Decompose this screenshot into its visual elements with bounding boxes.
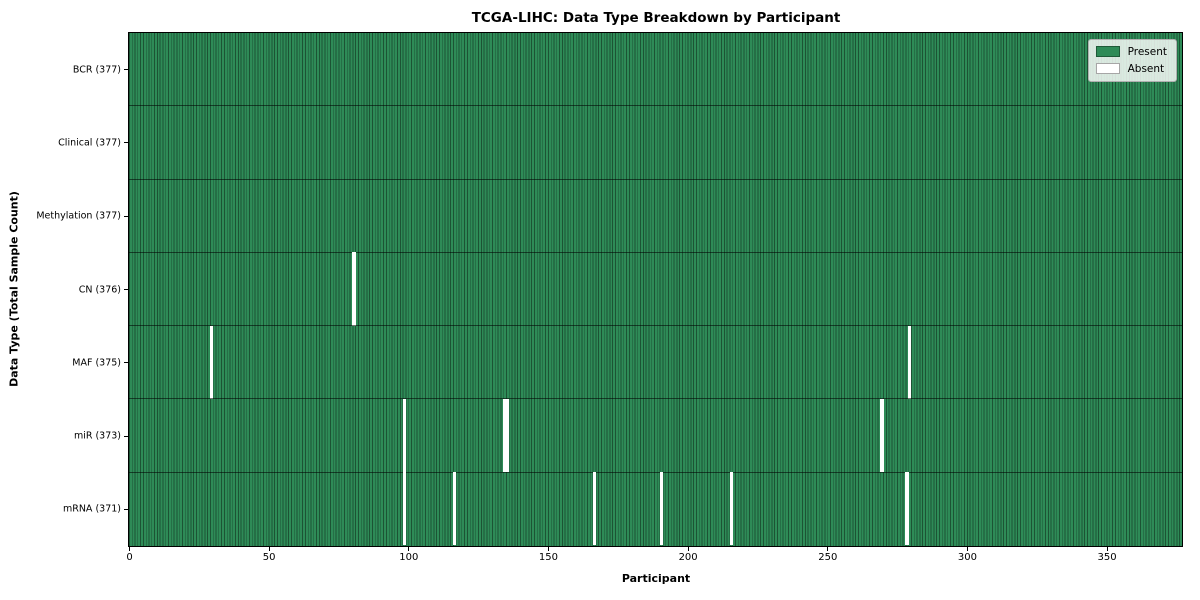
y-tick-label-CN: CN (376) xyxy=(78,284,121,295)
x-tick-label-300: 300 xyxy=(957,552,977,563)
absent-marker-mRNA-166 xyxy=(592,472,596,546)
x-tick-mark xyxy=(547,546,549,551)
present-swatch xyxy=(1095,46,1120,57)
y-tick-mark xyxy=(124,289,128,290)
x-tick-mark xyxy=(268,546,270,551)
absent-marker-mRNA-278 xyxy=(905,472,909,546)
x-tick-label-100: 100 xyxy=(399,552,419,563)
x-tick-label-0: 0 xyxy=(126,552,133,563)
absent-marker-MAF-29 xyxy=(210,325,214,399)
heatmap-present-background xyxy=(129,32,1182,546)
row-separator xyxy=(129,398,1182,400)
x-tick-label-50: 50 xyxy=(262,552,276,563)
x-tick-mark xyxy=(827,546,829,551)
row-separator xyxy=(129,251,1182,253)
x-axis-title: Participant xyxy=(621,572,691,585)
x-tick-mark xyxy=(687,546,689,551)
legend-item-present: Present xyxy=(1095,45,1167,58)
x-tick-label-350: 350 xyxy=(1097,552,1117,563)
y-tick-mark xyxy=(124,69,128,71)
y-tick-mark xyxy=(124,435,128,437)
y-tick-label-MAF: MAF (375) xyxy=(72,357,121,369)
absent-swatch xyxy=(1095,63,1120,74)
legend-item-absent: Absent xyxy=(1095,62,1167,75)
absent-marker-miR-269 xyxy=(880,398,884,473)
absent-marker-mRNA-98 xyxy=(402,472,406,546)
legend-label-absent: Absent xyxy=(1127,62,1165,75)
absent-marker-miR-135 xyxy=(506,398,510,473)
chart-title: TCGA-LIHC: Data Type Breakdown by Partic… xyxy=(471,10,841,26)
y-tick-label-miR: miR (373) xyxy=(73,430,121,442)
absent-marker-mRNA-190 xyxy=(659,472,663,546)
x-tick-label-150: 150 xyxy=(538,552,558,563)
x-tick-label-250: 250 xyxy=(818,552,838,563)
y-tick-label-BCR: BCR (377) xyxy=(72,64,121,76)
y-tick-label-mRNA: mRNA (371) xyxy=(62,503,121,515)
x-tick-mark xyxy=(1106,546,1108,551)
y-tick-mark xyxy=(124,215,128,217)
y-tick-label-Methylation: Methylation (377) xyxy=(36,210,121,222)
x-tick-label-200: 200 xyxy=(678,552,698,563)
y-tick-mark xyxy=(124,362,128,364)
row-separator xyxy=(129,105,1182,107)
legend-label-present: Present xyxy=(1127,45,1167,58)
row-separator xyxy=(129,325,1182,327)
row-separator xyxy=(129,178,1182,180)
y-tick-mark xyxy=(124,508,128,510)
x-tick-mark xyxy=(129,546,130,551)
x-tick-mark xyxy=(408,546,410,551)
absent-marker-CN-80 xyxy=(352,252,356,326)
y-tick-label-Clinical: Clinical (377) xyxy=(58,137,121,149)
y-tick-mark xyxy=(124,142,128,144)
absent-marker-MAF-279 xyxy=(908,325,912,399)
x-tick-mark xyxy=(966,546,968,551)
absent-marker-miR-98 xyxy=(402,398,406,473)
legend: Present Absent xyxy=(1087,38,1177,82)
row-separator xyxy=(129,471,1182,473)
absent-marker-mRNA-215 xyxy=(729,472,733,546)
absent-marker-mRNA-116 xyxy=(453,472,457,546)
plot-area: Present Absent xyxy=(128,31,1183,547)
absent-marker-miR-134 xyxy=(503,398,507,473)
